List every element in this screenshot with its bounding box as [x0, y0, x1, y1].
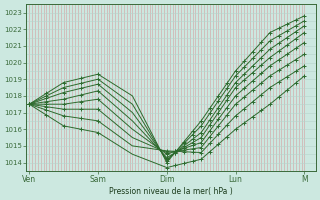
X-axis label: Pression niveau de la mer( hPa ): Pression niveau de la mer( hPa ) [109, 187, 233, 196]
